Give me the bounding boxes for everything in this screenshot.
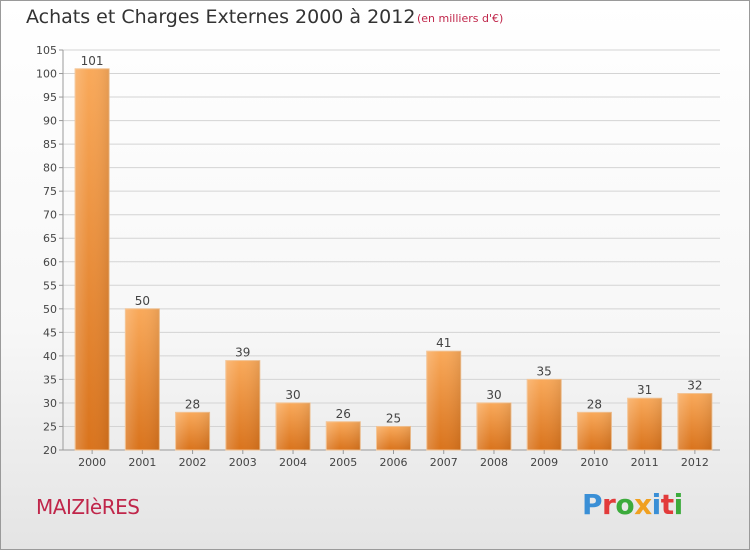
chart-title: Achats et Charges Externes 2000 à 2012 (26, 6, 416, 28)
bars (74, 68, 713, 451)
x-tick-label-2001: 2001 (128, 456, 156, 469)
data-label-2003: 39 (235, 346, 250, 360)
x-tick-label-2003: 2003 (229, 456, 257, 469)
data-label-2007: 41 (436, 336, 451, 350)
data-label-2001: 50 (135, 294, 150, 308)
data-label-2011: 31 (637, 383, 652, 397)
y-tick-label: 90 (43, 115, 57, 128)
data-label-2005: 26 (336, 407, 351, 421)
data-label-2009: 35 (537, 364, 552, 378)
bar-shade-2008 (476, 402, 511, 450)
y-tick-label: 85 (43, 138, 57, 151)
y-axis: 20 25 30 35 40 45 50 55 60 65 70 75 80 85 90 95 100 105 (36, 44, 720, 457)
bar-shade-2003 (225, 360, 260, 450)
x-tick-label-2005: 2005 (329, 456, 357, 469)
x-tick-label-2011: 2011 (631, 456, 659, 469)
chart-unit: (en milliers d'€) (417, 12, 504, 25)
bar-shade-2002 (175, 412, 210, 450)
y-tick-label: 80 (43, 162, 57, 175)
bar-shade-2011 (627, 398, 662, 450)
data-label-2010: 28 (587, 397, 602, 411)
y-tick-label: 95 (43, 91, 57, 104)
x-tick-label-2010: 2010 (580, 456, 608, 469)
bar-shade-2010 (577, 412, 612, 450)
bar-shade-2001 (125, 308, 160, 450)
data-label-2000: 101 (81, 54, 104, 68)
data-label-2006: 25 (386, 411, 401, 425)
x-tick-label-2008: 2008 (480, 456, 508, 469)
bar-shade-2012 (677, 393, 712, 450)
gridlines (63, 49, 720, 451)
bar-shade-2005 (326, 421, 361, 450)
x-tick-label-2012: 2012 (681, 456, 709, 469)
y-tick-label: 30 (43, 397, 57, 410)
commune-name: MAIZIèRES (36, 495, 140, 519)
data-label-2008: 30 (486, 388, 501, 402)
y-tick-label: 50 (43, 303, 57, 316)
y-tick-label: 75 (43, 185, 57, 198)
y-tick-label: 20 (43, 444, 57, 457)
y-tick-label: 105 (36, 44, 57, 57)
bar-shade-2000 (75, 68, 110, 450)
x-tick-label-2007: 2007 (430, 456, 458, 469)
x-tick-label-2002: 2002 (179, 456, 207, 469)
y-tick-label: 35 (43, 373, 57, 386)
data-label-2004: 30 (285, 388, 300, 402)
data-label-2002: 28 (185, 397, 200, 411)
x-tick-label-2000: 2000 (78, 456, 106, 469)
proxiti-logo: Proxiti (582, 488, 683, 521)
x-tick-label-2009: 2009 (530, 456, 558, 469)
y-tick-label: 40 (43, 350, 57, 363)
y-tick-label: 65 (43, 232, 57, 245)
bar-shade-2007 (426, 351, 461, 450)
x-axis: 2000 2001 2002 2003 2004 2005 2006 2007 2008 2009… (78, 450, 709, 469)
x-tick-label-2004: 2004 (279, 456, 307, 469)
y-tick-label: 100 (36, 68, 57, 81)
bar-shade-2004 (276, 402, 311, 450)
bar-shade-2006 (376, 426, 411, 450)
data-labels: 101 50 28 39 30 26 25 41 30 35 28 31 32 (81, 54, 703, 426)
y-tick-label: 60 (43, 256, 57, 269)
x-tick-label-2006: 2006 (380, 456, 408, 469)
y-tick-label: 70 (43, 209, 57, 222)
bar-shade-2009 (527, 379, 562, 450)
y-tick-label: 25 (43, 420, 57, 433)
y-tick-label: 55 (43, 279, 57, 292)
y-tick-label: 45 (43, 326, 57, 339)
data-label-2012: 32 (687, 379, 702, 393)
